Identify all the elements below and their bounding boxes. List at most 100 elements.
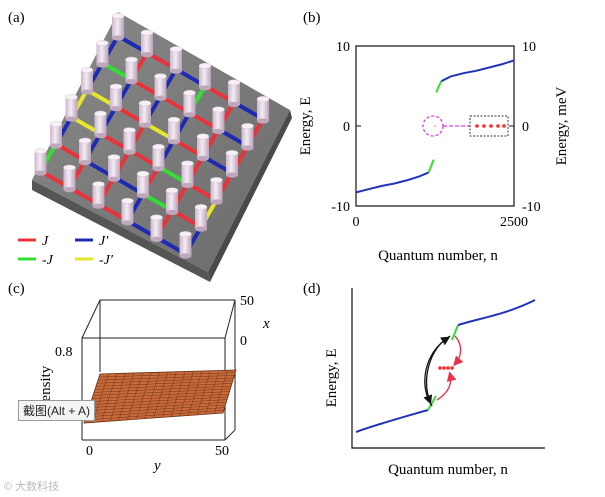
lattice-pillar <box>140 29 154 58</box>
legend-label: J′ <box>99 234 109 249</box>
substrate-front <box>32 180 210 282</box>
lattice-pillar <box>34 148 47 176</box>
lattice-pillar <box>111 13 125 41</box>
plot-b-ytick-label: 10 <box>336 40 350 55</box>
lattice-pillar <box>169 46 183 74</box>
plot-d-axes <box>351 288 545 449</box>
surface-grid-line <box>161 371 177 418</box>
lattice-pillar <box>154 73 167 101</box>
panel-b: (b) 10 100 0-10 -100 2500 Quantum number, n … <box>298 10 570 264</box>
panel-label-d: (d) <box>303 281 321 297</box>
axis-z-tick-0-8: 0.8 <box>55 345 73 360</box>
panel-d: (d) Quantum number, n Energy, E <box>303 281 545 478</box>
lattice-pillar <box>150 214 163 242</box>
legend-label: -J′ <box>99 253 114 268</box>
surface-grid-line <box>84 410 224 421</box>
zero-mode-dot <box>489 124 493 128</box>
surface-grid-line <box>86 404 226 415</box>
lower-band-curve <box>355 409 429 433</box>
lattice-pillar <box>196 133 210 161</box>
lattice-pillar <box>256 96 270 124</box>
lattice-pillar <box>109 83 123 112</box>
zero-mode-dots-d <box>438 366 454 370</box>
lattice-pillar <box>107 154 121 182</box>
lattice-pillar <box>227 79 241 107</box>
screenshot-tooltip: 截图(Alt + A) <box>18 400 96 421</box>
legend-item: J′ <box>75 234 109 249</box>
surface-grid-line <box>85 407 225 418</box>
plot-b-series-line <box>440 59 515 83</box>
plot-b-series <box>355 59 515 194</box>
lattice-pillar <box>65 94 78 122</box>
plot-d-xlabel: Quantum number, n <box>388 462 508 478</box>
zero-mode-dot <box>475 124 479 128</box>
lattice-illustration <box>32 12 292 282</box>
edge-to-zero-arrow <box>436 371 457 401</box>
lattice-pillar <box>96 40 109 68</box>
lattice-pillar <box>136 170 150 199</box>
legend-item: J <box>18 234 49 249</box>
legend-label: -J <box>42 253 54 268</box>
axis-y-tick-0: 0 <box>86 444 93 459</box>
panel-label-a: (a) <box>8 10 25 26</box>
lattice-pillar <box>78 137 92 166</box>
zero-mode-dot <box>502 124 506 128</box>
plot-b-y2label: Energy, meV <box>554 86 570 165</box>
plot-b-y2tick-label: -10 <box>522 200 541 215</box>
surface-grid-line <box>91 391 230 399</box>
lattice-pillar <box>198 62 212 91</box>
lattice-pillar <box>212 106 225 134</box>
legend-item: -J′ <box>75 253 114 268</box>
surface-grid-line <box>188 370 203 416</box>
lattice-pillar <box>183 89 196 118</box>
upper-edge-curve <box>451 324 459 341</box>
plot-b-xtick-label: 0 <box>353 215 360 230</box>
lattice-pillars <box>34 13 270 259</box>
lattice-pillar <box>94 110 107 139</box>
surface-grid-line <box>170 371 186 417</box>
lattice-pillar <box>138 100 152 128</box>
plot-d-ylabel: Energy, E <box>324 349 340 408</box>
zoom-inset-box <box>469 115 509 137</box>
lattice-pillar <box>92 181 105 209</box>
zero-mode-highlight-circle <box>422 115 444 137</box>
surface-grid-line <box>179 371 194 417</box>
surface-grid-line <box>90 393 229 402</box>
watermark: © 大数科技 <box>4 481 60 493</box>
lattice-pillar <box>123 127 136 155</box>
legend-item: -J <box>18 253 54 268</box>
plot-b-xlabel: Quantum number, n <box>378 248 498 264</box>
axis-y-tick-50: 50 <box>215 444 229 459</box>
plot-b-ytick-label: -10 <box>331 200 350 215</box>
substrate-side <box>208 110 292 282</box>
zero-mode-dots <box>475 124 506 128</box>
lattice-pillar <box>181 160 194 188</box>
plot-b-ticks: 10 100 0-10 -100 2500 <box>331 40 540 230</box>
lattice-pillar <box>63 164 76 193</box>
plot-b-ytick-label: 0 <box>343 120 350 135</box>
axis-x-tick-0: 0 <box>240 334 247 349</box>
zero-mode-dot <box>482 124 486 128</box>
transition-arrow-down <box>423 335 451 405</box>
lattice-pillar <box>49 121 63 149</box>
plot-b-y2tick-label: 0 <box>522 120 529 135</box>
plot-b-xtick-label: 2500 <box>500 215 528 230</box>
upper-band-curve <box>457 299 536 326</box>
plot-b-ylabel: Energy, E <box>298 97 314 156</box>
surface-grid-line <box>214 370 228 414</box>
zero-mode-dot <box>496 124 500 128</box>
surface-grid-line <box>89 396 228 405</box>
surface-grid-line <box>88 399 228 408</box>
plot-b-series-line <box>427 159 435 173</box>
surface-grid-line <box>205 370 220 415</box>
surface-grid-line <box>196 370 211 415</box>
lattice-pillar <box>179 231 192 259</box>
lattice-pillar <box>225 150 239 178</box>
surface-grid-line <box>87 402 227 411</box>
lattice-pillar <box>165 187 179 215</box>
plot-b-series-line <box>435 80 443 93</box>
panel-label-b: (b) <box>303 10 321 26</box>
lattice-pillar <box>121 197 134 226</box>
surface-plot-box <box>81 299 236 441</box>
